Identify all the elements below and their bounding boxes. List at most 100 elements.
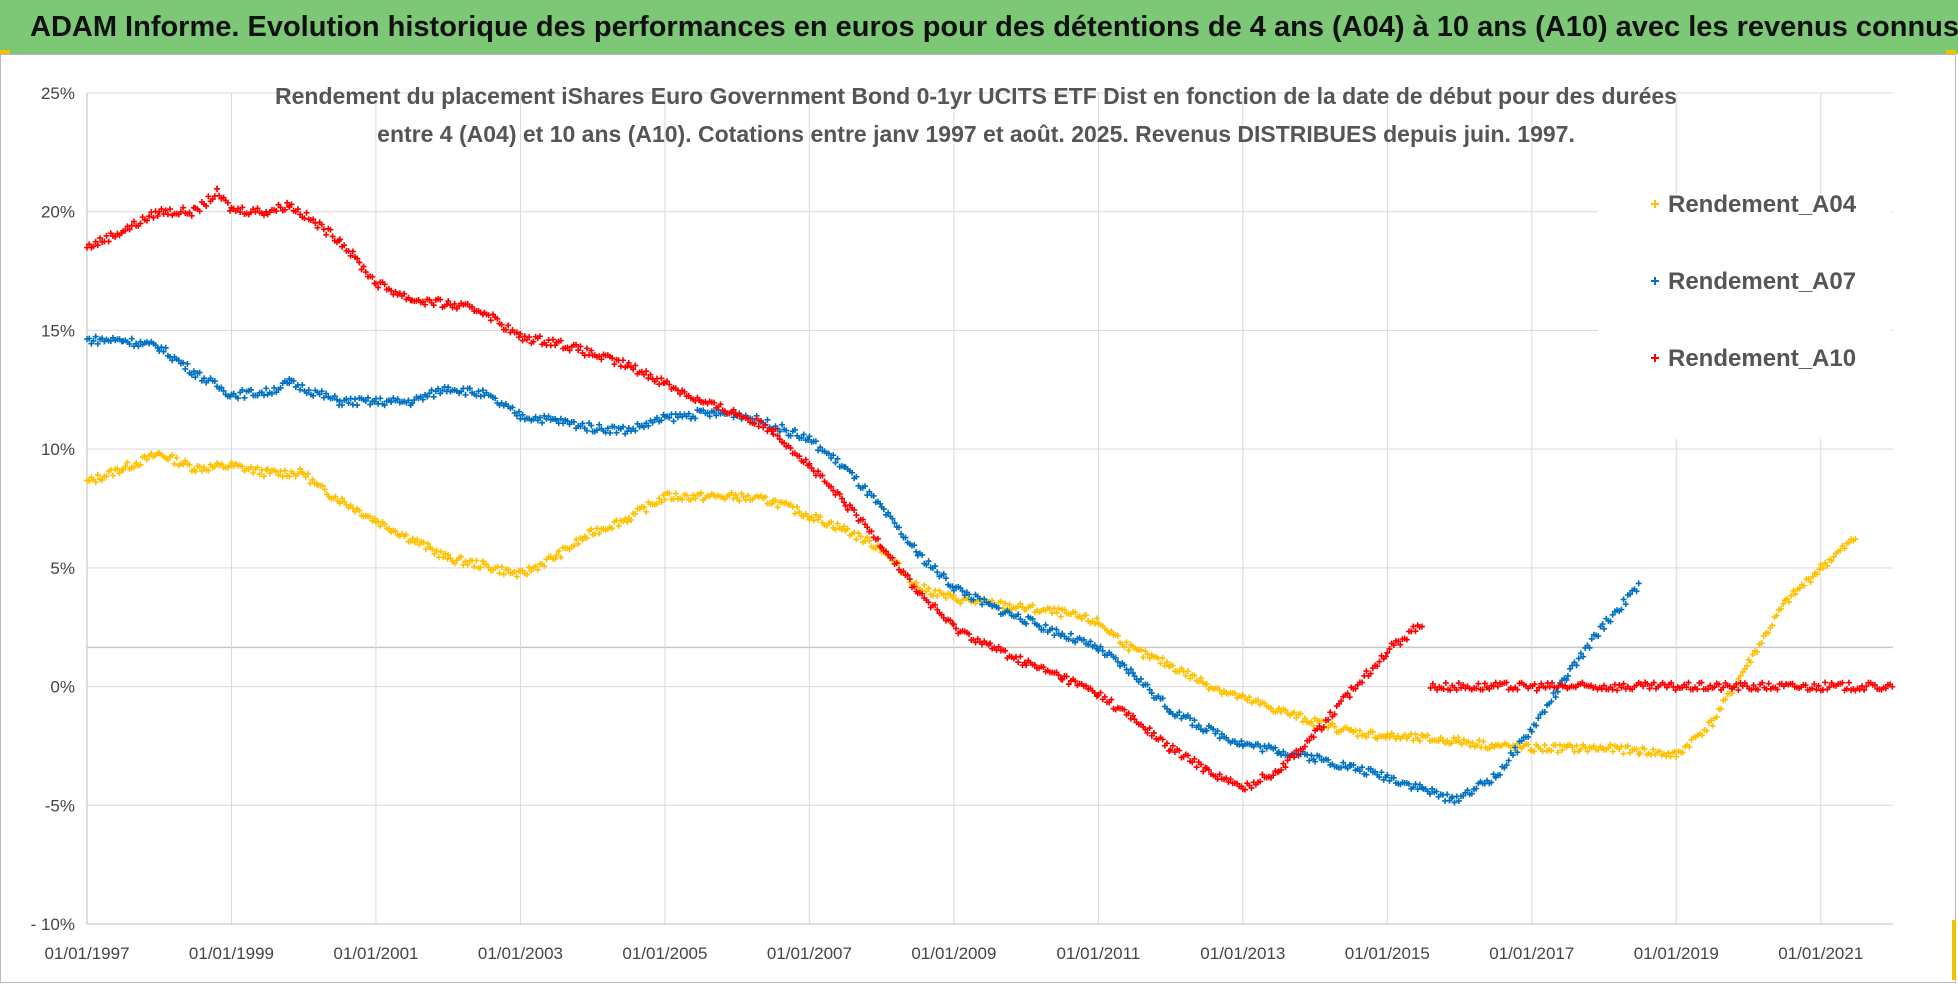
legend-box [1598, 194, 1890, 439]
data-point [828, 519, 835, 526]
data-point [832, 459, 839, 466]
data-point [698, 489, 705, 496]
data-point [778, 421, 785, 428]
data-point [422, 301, 429, 308]
data-point [1458, 741, 1465, 748]
data-point [239, 204, 246, 211]
data-point [420, 539, 427, 546]
data-point [1312, 758, 1319, 765]
data-point [1255, 697, 1262, 704]
data-point [787, 445, 794, 452]
data-point [1435, 738, 1442, 745]
data-point [479, 387, 486, 394]
data-point [107, 337, 114, 344]
data-point [1759, 679, 1766, 686]
data-point [1811, 680, 1818, 687]
data-point [906, 576, 913, 583]
data-point [250, 469, 257, 476]
data-point [904, 572, 911, 579]
data-point [1882, 685, 1889, 692]
data-point [1344, 690, 1351, 697]
data-point [1668, 679, 1675, 686]
data-point [356, 507, 363, 514]
data-point [1042, 621, 1049, 628]
data-point [1586, 644, 1593, 651]
data-point [1131, 673, 1138, 680]
data-point [515, 334, 522, 341]
data-point [1707, 717, 1714, 724]
data-point [1376, 774, 1383, 781]
data-point [1382, 653, 1389, 660]
data-point [126, 226, 133, 233]
data-point [640, 371, 647, 378]
data-point [164, 211, 171, 218]
data-point [828, 483, 835, 490]
data-point [713, 412, 720, 419]
data-point [957, 600, 964, 607]
data-point [1203, 681, 1210, 688]
data-point [1291, 709, 1298, 716]
data-point [666, 490, 673, 497]
data-point [1713, 714, 1720, 721]
data-point [1451, 799, 1458, 806]
data-point [1473, 785, 1480, 792]
data-point [192, 468, 199, 475]
data-point [1749, 651, 1756, 658]
data-point [1503, 679, 1510, 686]
data-point [859, 516, 866, 523]
data-point [1622, 601, 1629, 608]
data-point [435, 385, 442, 392]
data-point [950, 621, 957, 628]
data-point [1087, 638, 1094, 645]
data-point [1403, 636, 1410, 643]
data-point [744, 415, 751, 422]
data-point [995, 605, 1002, 612]
data-point [141, 453, 148, 460]
data-point [806, 433, 813, 440]
data-point [256, 471, 263, 478]
data-point [666, 414, 673, 421]
data-point [921, 581, 928, 588]
data-point [704, 409, 711, 416]
data-point [1390, 642, 1397, 649]
data-point [1563, 676, 1570, 683]
data-point [553, 552, 560, 559]
data-point [318, 388, 325, 395]
data-point [934, 593, 941, 600]
data-point [451, 560, 458, 567]
data-point [560, 420, 567, 427]
data-point [227, 207, 234, 214]
data-point [611, 361, 618, 368]
data-point [1694, 686, 1701, 693]
data-point [919, 552, 926, 559]
data-point [239, 463, 246, 470]
data-point [940, 591, 947, 598]
data-point [1072, 639, 1079, 646]
data-point [347, 252, 354, 259]
data-point [1686, 743, 1693, 750]
data-point [1114, 658, 1121, 665]
data-point [624, 363, 631, 370]
x-tick-label: 01/01/1999 [189, 944, 274, 963]
data-point [798, 435, 805, 442]
data-point [838, 526, 845, 533]
data-point [385, 525, 392, 532]
data-point [575, 347, 582, 354]
data-point [1246, 694, 1253, 701]
data-point [135, 343, 142, 350]
data-point [1006, 609, 1013, 616]
data-point [596, 530, 603, 537]
data-point [371, 515, 378, 522]
data-point [1248, 785, 1255, 792]
data-point [241, 394, 248, 401]
data-point [1624, 742, 1631, 749]
data-point [959, 587, 966, 594]
data-point [1002, 600, 1009, 607]
data-point [230, 390, 237, 397]
data-point [768, 428, 775, 435]
x-tick-label: 01/01/2011 [1056, 944, 1140, 963]
data-point [1778, 605, 1785, 612]
data-point [1765, 630, 1772, 637]
data-point [1731, 684, 1738, 691]
data-point [409, 400, 416, 407]
